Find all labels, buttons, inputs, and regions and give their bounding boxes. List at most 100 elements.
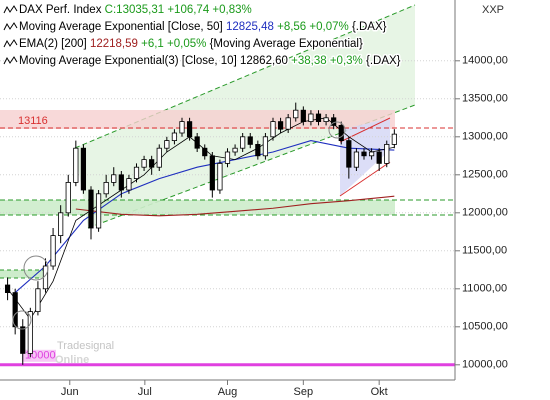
candle-body [58, 212, 64, 237]
candle-body [391, 133, 397, 145]
legend-value: C:13035,31 +106,74 +0,83% [105, 4, 252, 16]
x-tick-label: Jun [61, 386, 79, 398]
candle-body [346, 140, 352, 168]
watermark: Tradesignal [57, 340, 114, 352]
candle-body [194, 136, 200, 149]
candle-body [141, 159, 147, 168]
legend-value: 12825,48 [226, 21, 274, 33]
y-tick-label: 10000,00 [462, 359, 508, 371]
indicator-line [7, 117, 395, 320]
y-tick-label: 10500,00 [462, 321, 508, 333]
legend-entry: Moving Average Exponential(3) [Close, 10… [19, 55, 401, 67]
legend-value: {Moving Average Exponential} [210, 38, 363, 50]
candle-body [308, 113, 314, 122]
candle-body [103, 181, 109, 195]
legend-value: +8,56 +0,07% [277, 21, 349, 33]
y-tick-label: 11000,00 [462, 283, 507, 295]
x-tick-label: Sep [294, 386, 314, 398]
candle-body [73, 147, 79, 183]
candle-body [126, 178, 132, 191]
legend-value: {.DAX} [366, 55, 401, 67]
candle-body [224, 151, 231, 164]
legend-value: 12218,59 [90, 38, 138, 50]
legend-entry: EMA(2) [200] 12218,59 +6,1 +0,05% {Movin… [19, 38, 363, 50]
candle-body [368, 151, 375, 157]
candle-body [270, 121, 276, 138]
candle-body [179, 121, 185, 134]
candle-body [80, 147, 87, 191]
x-tick-label: Aug [218, 386, 238, 398]
candle-body [247, 136, 253, 145]
candle-body [149, 159, 155, 168]
y-tick-label: 12500,00 [462, 169, 508, 181]
legend-name: Moving Average Exponential [Close, 50] [19, 21, 223, 33]
candle-body [88, 189, 94, 229]
legend-icon [3, 5, 18, 14]
candle-body [338, 125, 344, 142]
legend-name: DAX Perf. Index [19, 4, 102, 16]
candle-body [111, 174, 117, 183]
candle-body [232, 147, 238, 153]
support-zone [0, 270, 45, 278]
x-tick-label: Okt [371, 386, 388, 398]
candle-body [27, 311, 33, 354]
candle-body [133, 166, 140, 179]
legend-icon [3, 39, 18, 48]
legend-name: EMA(2) [200] [19, 38, 87, 50]
indicator-line [14, 140, 395, 294]
candle-body [262, 136, 269, 157]
indicator-line [75, 195, 395, 217]
candle-body [255, 143, 261, 157]
candle-body [50, 235, 56, 267]
candle-body [285, 117, 291, 130]
candle-body [384, 143, 390, 164]
candle-body [156, 147, 162, 168]
level-label: 13116 [18, 115, 48, 127]
y-tick-label: 11500,00 [462, 245, 507, 257]
circle-mark [23, 255, 49, 281]
candle-body [12, 292, 18, 328]
candle-body [95, 193, 102, 229]
candle-body [240, 136, 246, 149]
legend-value: {.DAX} [352, 21, 387, 33]
candle-body [164, 140, 170, 149]
candle-body [315, 113, 322, 122]
candle-body [209, 155, 215, 191]
header: XXP [482, 4, 504, 16]
candle-body [300, 109, 306, 122]
y-tick-label: 14000,00 [462, 55, 508, 67]
legend-icon [3, 22, 18, 31]
candle-body [65, 181, 71, 214]
legend-value: 12862,60 [240, 55, 288, 67]
candle-body [118, 174, 124, 191]
candle-body [20, 326, 26, 354]
watermark: Online [55, 354, 89, 366]
candle-body [277, 121, 284, 130]
y-tick-label: 13000,00 [462, 131, 508, 143]
y-tick-label: 12000,00 [462, 207, 508, 219]
legend-entry: Moving Average Exponential [Close, 50] 1… [19, 21, 387, 33]
candle-body [186, 121, 193, 138]
x-tick-label: Jul [138, 386, 152, 398]
candle-body [4, 284, 11, 293]
candle-body [353, 151, 360, 168]
legend-icon [3, 56, 18, 65]
candle-body [171, 132, 178, 141]
candle-body [361, 151, 367, 157]
y-tick-label: 13500,00 [462, 93, 508, 105]
legend-name: Moving Average Exponential(3) [Close, 10… [19, 55, 237, 67]
circle-mark [12, 310, 32, 330]
candle-body [35, 288, 41, 312]
circle-mark [328, 121, 346, 139]
candle-body [202, 147, 208, 157]
candle-body [217, 162, 223, 191]
legend-value: +6,1 +0,05% [141, 38, 206, 50]
channel-line [339, 161, 391, 197]
legend-entry: DAX Perf. Index C:13035,31 +106,74 +0,83… [19, 4, 252, 16]
candle-body [293, 109, 299, 119]
down-channel [340, 118, 390, 196]
candle-body [376, 151, 382, 164]
